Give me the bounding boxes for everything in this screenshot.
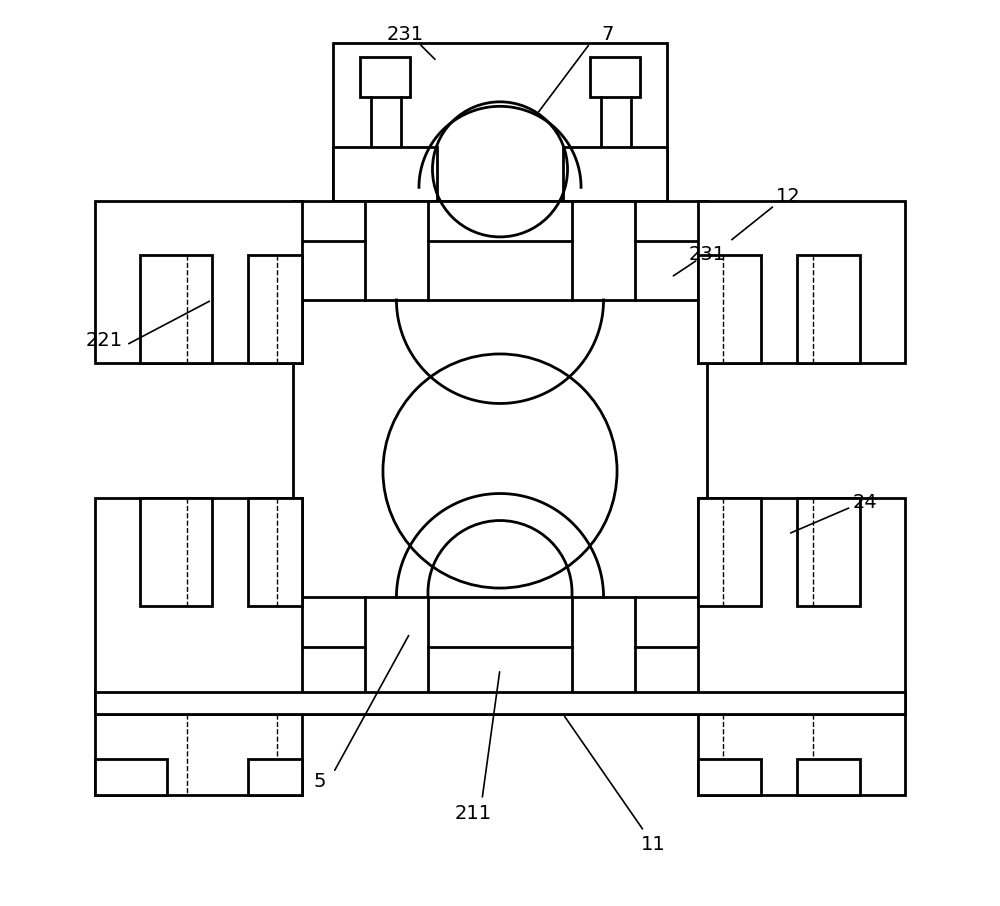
Text: 7: 7 <box>602 24 614 43</box>
Text: 5: 5 <box>314 772 326 791</box>
Bar <box>95 759 167 795</box>
Bar <box>698 759 761 795</box>
Bar <box>248 498 302 606</box>
Bar <box>698 714 905 795</box>
Bar <box>248 759 302 795</box>
Bar <box>698 201 905 363</box>
Bar <box>140 498 212 606</box>
Bar <box>293 597 707 714</box>
Bar <box>293 201 707 300</box>
Text: 12: 12 <box>776 187 801 206</box>
Bar <box>797 498 860 606</box>
Bar <box>797 255 860 363</box>
Text: 24: 24 <box>852 493 877 512</box>
Bar <box>95 691 905 714</box>
Bar <box>563 147 667 201</box>
Bar <box>590 57 640 97</box>
Bar <box>360 57 410 97</box>
Text: 11: 11 <box>641 835 665 854</box>
Bar <box>95 201 302 363</box>
Bar <box>698 498 761 606</box>
Bar <box>797 759 860 795</box>
Text: 211: 211 <box>454 804 492 823</box>
Bar <box>95 714 302 795</box>
Bar <box>248 255 302 363</box>
Text: 221: 221 <box>85 331 122 350</box>
Bar <box>698 255 761 363</box>
Bar <box>95 498 302 714</box>
Bar <box>140 255 212 363</box>
Text: 231: 231 <box>689 246 726 265</box>
Bar <box>333 43 667 201</box>
Text: 231: 231 <box>387 24 424 43</box>
Bar <box>333 147 437 201</box>
Bar <box>698 498 905 714</box>
